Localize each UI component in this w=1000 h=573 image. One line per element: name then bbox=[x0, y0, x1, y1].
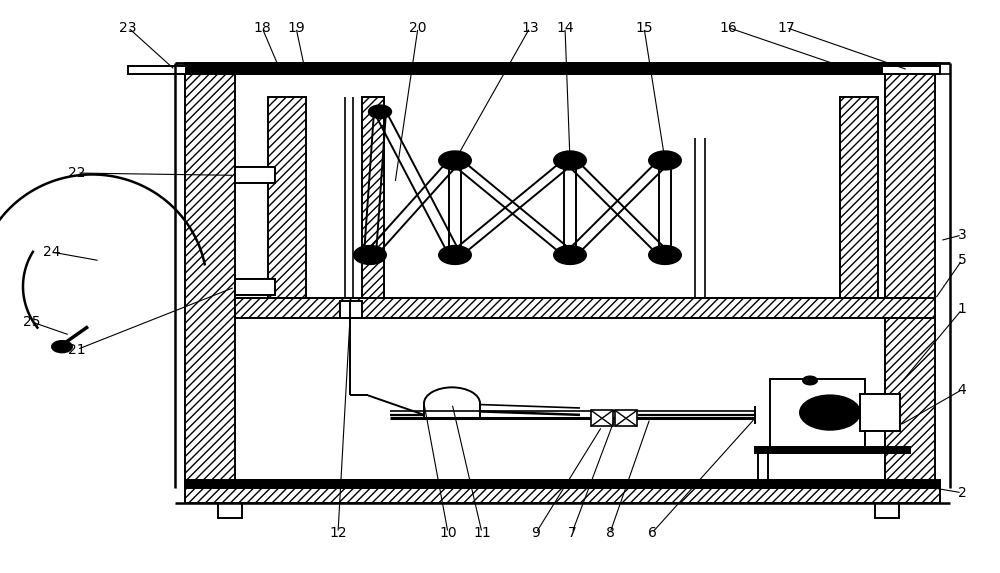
Text: 8: 8 bbox=[606, 526, 614, 540]
Text: 9: 9 bbox=[532, 526, 540, 540]
Text: 5: 5 bbox=[958, 253, 966, 267]
Bar bbox=[185, 488, 940, 503]
Circle shape bbox=[439, 151, 471, 170]
Bar bbox=[591, 410, 613, 426]
Text: 15: 15 bbox=[635, 21, 653, 34]
Bar bbox=[235, 167, 275, 183]
Bar bbox=[860, 394, 900, 431]
Bar bbox=[615, 410, 637, 426]
Bar bbox=[185, 74, 235, 488]
Text: 13: 13 bbox=[521, 21, 539, 34]
Bar bbox=[882, 66, 940, 74]
Text: 7: 7 bbox=[568, 526, 576, 540]
Text: 24: 24 bbox=[43, 245, 61, 259]
Text: 20: 20 bbox=[409, 21, 427, 34]
Bar bbox=[340, 301, 362, 318]
Bar bbox=[362, 97, 384, 298]
Bar bbox=[755, 447, 910, 453]
Circle shape bbox=[649, 151, 681, 170]
Bar bbox=[185, 480, 940, 488]
Circle shape bbox=[354, 246, 386, 264]
Circle shape bbox=[803, 376, 817, 384]
Text: 3: 3 bbox=[958, 228, 966, 242]
Circle shape bbox=[369, 105, 391, 118]
Text: 1: 1 bbox=[958, 303, 966, 316]
Text: 22: 22 bbox=[68, 166, 86, 180]
Circle shape bbox=[800, 395, 860, 430]
Bar bbox=[128, 66, 186, 74]
Text: 2: 2 bbox=[958, 486, 966, 500]
Bar bbox=[185, 63, 940, 74]
Circle shape bbox=[439, 246, 471, 264]
Bar bbox=[770, 379, 865, 447]
Circle shape bbox=[554, 246, 586, 264]
Circle shape bbox=[554, 151, 586, 170]
Text: 10: 10 bbox=[439, 526, 457, 540]
Text: 19: 19 bbox=[287, 21, 305, 34]
Bar bbox=[885, 74, 935, 488]
Bar bbox=[840, 97, 878, 298]
Text: 16: 16 bbox=[719, 21, 737, 34]
Text: 6: 6 bbox=[648, 526, 656, 540]
Bar bbox=[235, 279, 275, 295]
Circle shape bbox=[52, 341, 72, 352]
Text: 21: 21 bbox=[68, 343, 86, 356]
Bar bbox=[875, 503, 899, 518]
Text: 23: 23 bbox=[119, 21, 137, 34]
Bar bbox=[235, 298, 935, 318]
Text: 25: 25 bbox=[23, 315, 41, 329]
Text: 14: 14 bbox=[556, 21, 574, 34]
Text: 4: 4 bbox=[958, 383, 966, 397]
Bar bbox=[268, 97, 306, 298]
Text: 11: 11 bbox=[473, 526, 491, 540]
Text: 12: 12 bbox=[329, 526, 347, 540]
Text: 18: 18 bbox=[253, 21, 271, 34]
Text: 17: 17 bbox=[777, 21, 795, 34]
Bar bbox=[218, 503, 242, 518]
Circle shape bbox=[649, 246, 681, 264]
Circle shape bbox=[818, 406, 842, 419]
